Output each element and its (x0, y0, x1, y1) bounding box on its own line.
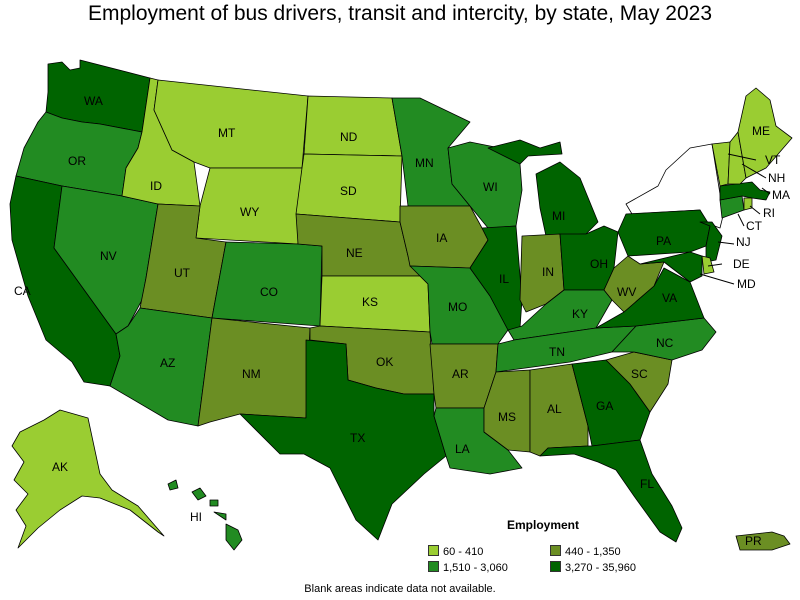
state-WI[interactable] (447, 141, 523, 229)
legend-swatch-1 (428, 545, 439, 556)
legend-title: Employment (506, 518, 579, 532)
state-PA[interactable] (617, 209, 711, 257)
state-label-CT: CT (746, 219, 763, 233)
state-TX[interactable] (239, 339, 447, 541)
state-label-MD: MD (737, 277, 756, 291)
legend-item-4: 3,270 - 35,960 (550, 561, 636, 574)
state-CO[interactable] (211, 241, 323, 327)
state-label-NJ: NJ (736, 235, 751, 249)
state-SD[interactable] (295, 153, 403, 223)
page-title: Employment of bus drivers, transit and i… (87, 2, 713, 25)
state-ND[interactable] (303, 95, 403, 157)
state-MA[interactable] (719, 181, 771, 201)
state-FL[interactable] (539, 439, 683, 543)
state-KS[interactable] (319, 275, 431, 333)
state-HI[interactable] (167, 479, 243, 551)
legend-item-2: 440 - 1,350 (550, 545, 621, 558)
state-NH[interactable] (727, 131, 747, 185)
legend-label-4: 3,270 - 35,960 (565, 562, 636, 574)
state-NM[interactable] (197, 317, 311, 427)
legend-label-1: 60 - 410 (443, 546, 484, 558)
state-MI[interactable] (487, 139, 599, 237)
footnote: Blank areas indicate data not available. (304, 583, 496, 595)
state-IA[interactable] (399, 205, 489, 269)
state-label-HI: HI (190, 510, 202, 524)
legend: Employment 60 - 410 440 - 1,350 1,510 - … (428, 518, 678, 578)
legend-item-1: 60 - 410 (428, 545, 483, 558)
state-DE[interactable] (701, 255, 715, 275)
legend-item-3: 1,510 - 3,060 (428, 561, 508, 574)
state-ME[interactable] (737, 87, 793, 179)
legend-swatch-2 (550, 545, 561, 556)
state-WY[interactable] (195, 167, 303, 245)
state-AK[interactable] (11, 409, 165, 549)
state-label-MA: MA (772, 188, 790, 202)
state-label-DE: DE (733, 257, 750, 271)
state-label-NH: NH (768, 171, 785, 185)
legend-swatch-3 (428, 561, 439, 572)
state-label-RI: RI (763, 206, 775, 220)
legend-swatch-4 (550, 561, 561, 572)
state-PR[interactable] (735, 531, 791, 551)
legend-label-3: 1,510 - 3,060 (443, 562, 508, 574)
state-MD[interactable] (639, 251, 703, 283)
legend-label-2: 440 - 1,350 (565, 546, 621, 558)
state-RI[interactable] (743, 197, 753, 211)
